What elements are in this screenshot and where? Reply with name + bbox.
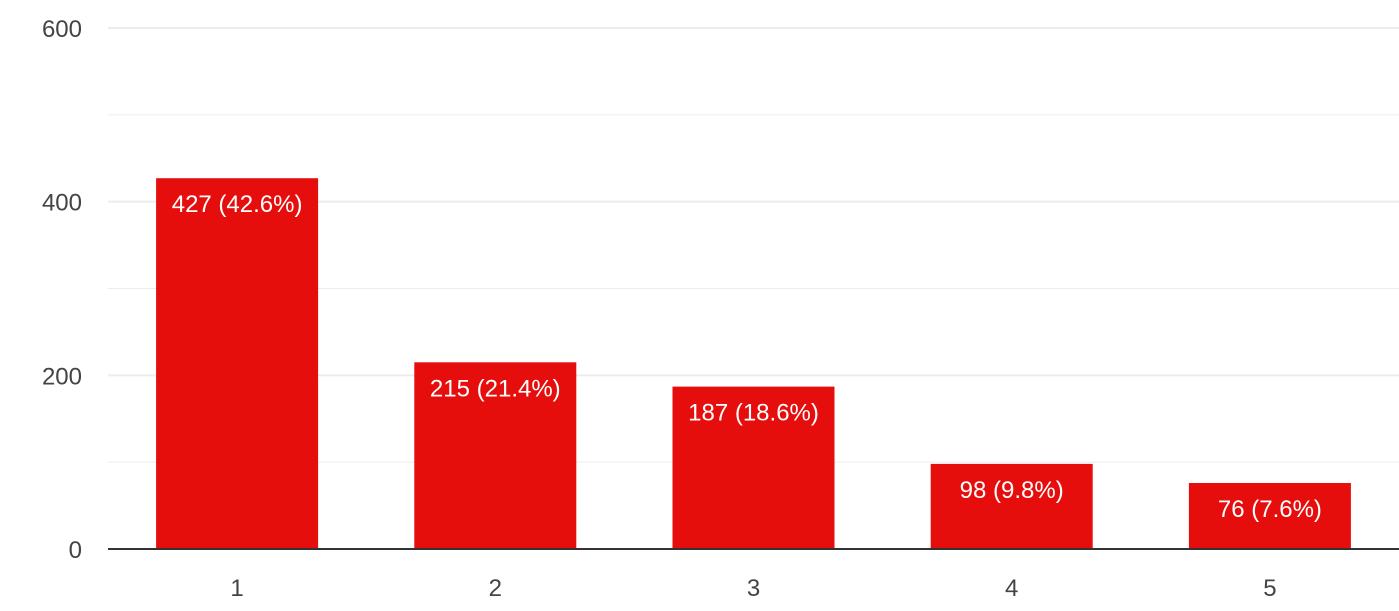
y-tick-label-0: 0 [69, 537, 82, 564]
data-label-3: 187 (18.6%) [688, 400, 819, 427]
bar-4 [930, 463, 1093, 549]
bar-5 [1188, 483, 1351, 549]
gridlines [108, 27, 1399, 463]
x-axis-tick-labels: 1 2 3 4 5 [230, 575, 1276, 602]
data-label-4: 98 (9.8%) [960, 477, 1064, 504]
x-tick-label-2: 2 [489, 575, 502, 602]
data-labels: 427 (42.6%) 215 (21.4%) 187 (18.6%) 98 (9.8… [172, 191, 1322, 523]
x-tick-label-3: 3 [747, 575, 760, 602]
data-label-5: 76 (7.6%) [1218, 496, 1322, 523]
data-label-1: 427 (42.6%) [172, 191, 303, 218]
bar-3 [672, 386, 835, 549]
data-label-2: 215 (21.4%) [430, 375, 561, 402]
y-tick-label-200: 200 [42, 363, 82, 390]
y-axis-tick-labels: 0 200 400 600 [42, 16, 82, 564]
x-tick-label-5: 5 [1263, 575, 1276, 602]
y-tick-label-400: 400 [42, 190, 82, 217]
x-tick-label-1: 1 [230, 575, 243, 602]
bar-1 [156, 178, 319, 549]
bars [156, 178, 1351, 549]
y-tick-label-600: 600 [42, 16, 82, 43]
bar-2 [414, 362, 577, 549]
x-tick-label-4: 4 [1005, 575, 1018, 602]
